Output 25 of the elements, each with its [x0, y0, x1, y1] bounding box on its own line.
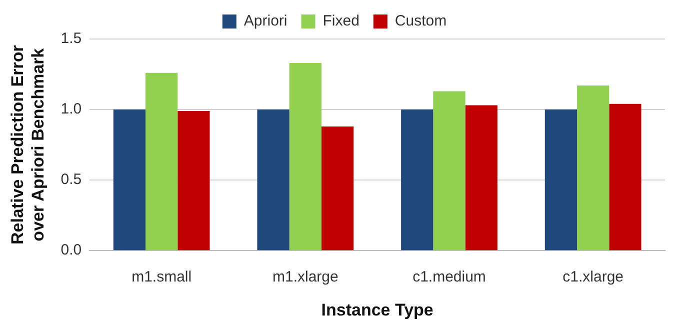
x-tick-label: c1.xlarge — [562, 268, 624, 286]
bar — [609, 104, 642, 250]
y-tick-label: 0.5 — [60, 171, 82, 188]
bar — [178, 110, 210, 250]
bar — [289, 62, 322, 250]
bar — [433, 91, 466, 250]
x-tick-label: m1.small — [132, 268, 192, 286]
bar — [544, 110, 578, 250]
y-tick-label: 1.5 — [60, 30, 82, 48]
bar — [113, 110, 146, 250]
bar — [321, 126, 354, 250]
legend-label: Apriori — [244, 12, 288, 30]
bar — [257, 110, 290, 250]
bar — [146, 72, 178, 250]
bar — [465, 105, 498, 250]
bar — [401, 110, 434, 250]
legend-label: Custom — [394, 12, 447, 30]
x-tick-label: c1.medium — [412, 268, 486, 286]
y-tick-label: 1.0 — [60, 100, 82, 118]
legend-label: Fixed — [322, 12, 360, 30]
y-tick-label: 0.0 — [60, 242, 82, 259]
x-axis-title: Instance Type — [321, 300, 434, 320]
bar — [577, 86, 610, 250]
y-axis-title: Relative Prediction Error over Apriori Benchmark — [8, 44, 48, 244]
x-tick-label: m1.xlarge — [272, 268, 338, 286]
